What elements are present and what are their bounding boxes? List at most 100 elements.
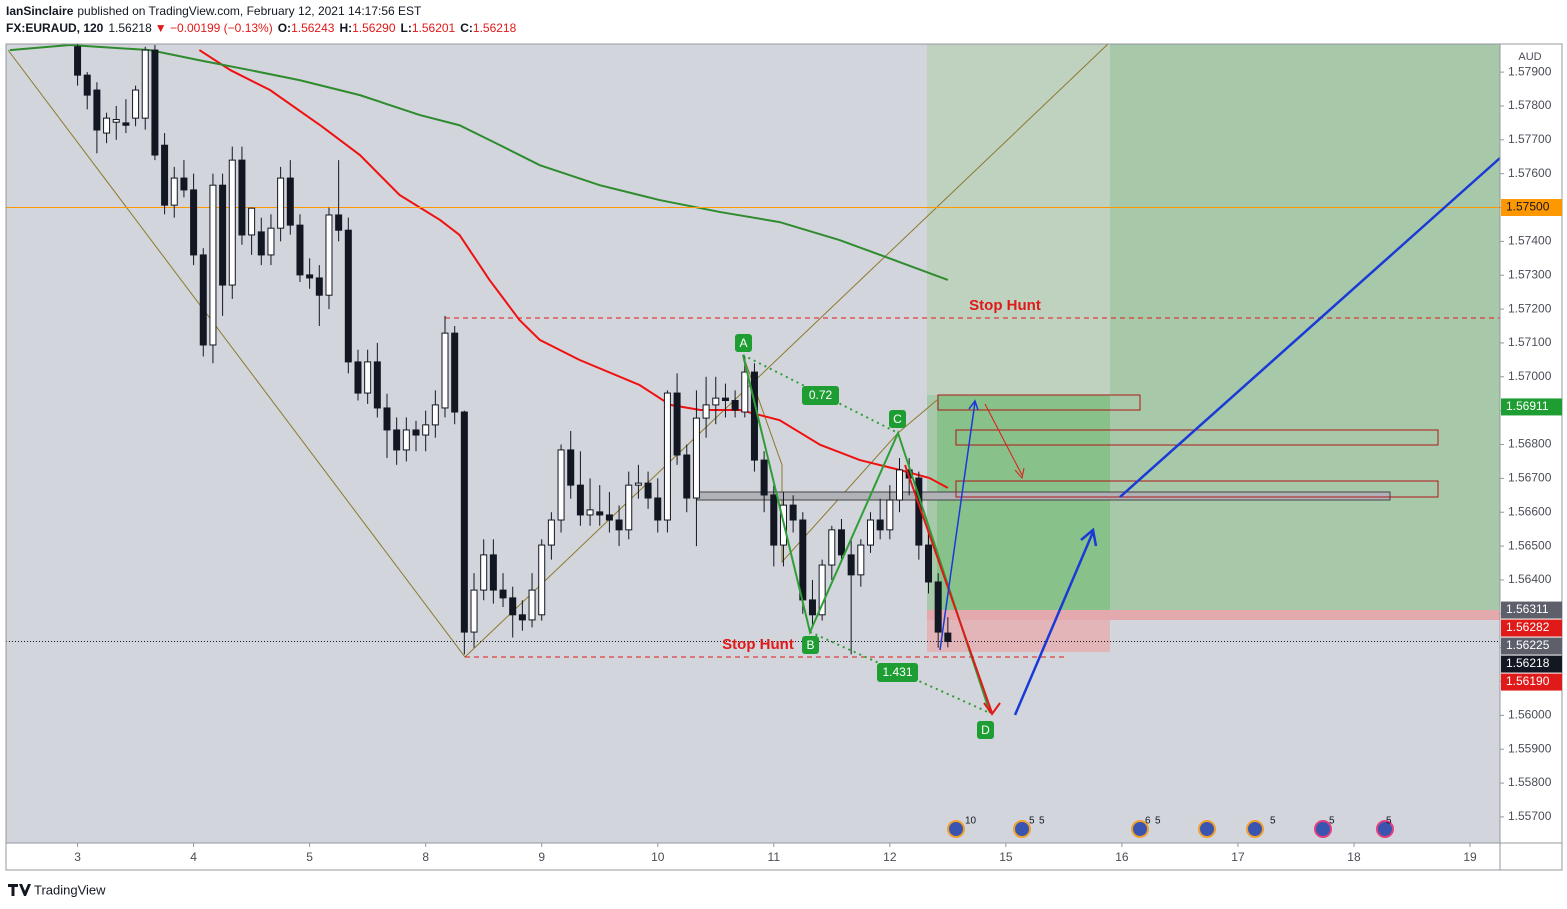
candle-body [692,417,700,499]
candle-body [141,49,149,119]
candle-body [886,499,894,531]
symbol-line: FX:EURAUD, 120 1.56218 ▼ −0.00199 (−0.13%)… [6,21,517,35]
candle-body [866,519,874,546]
overlay-drawings: Stop Hunt Stop Hunt A B C D 0.72 1.431 [722,157,1500,739]
candle-body [364,361,372,394]
candle-body [683,454,691,499]
pattern-line [742,354,938,564]
header-line: IanSinclaire published on TradingView.com… [6,4,422,18]
annotation: D [981,723,990,737]
profit-zone-inner [937,395,1110,640]
candle-body [315,277,323,296]
drawings [7,44,1500,714]
candle-body [412,429,420,436]
price-labels: 1.57500 1.56911 1.56311 1.56282 1.56225 1.562… [1501,199,1562,691]
publisher: IanSinclaire [6,4,74,18]
candle-body [489,554,497,591]
arrow [984,403,1025,480]
event-icon[interactable] [1376,820,1394,838]
candle-body [344,229,352,363]
ohlc-key: O: [278,21,291,35]
candle-body [286,177,294,226]
candle-body [837,529,845,556]
event-count: 5 [1329,816,1335,827]
candle-body [789,504,797,521]
annotation: 1.431 [882,665,912,679]
moving-average [9,44,949,281]
candle-body [219,184,227,286]
profit-zone-pale [927,44,1110,395]
candles [74,44,952,655]
candle-body [615,519,623,531]
candle-body [557,449,565,521]
change: ▼ −0.00199 (−0.13%) [155,21,273,35]
time-axis [6,843,1500,870]
trend-line [1119,157,1500,498]
event-icon[interactable] [1198,820,1216,838]
y-tick-label: 1.56600 [1508,504,1552,518]
x-tick-label: 10 [651,850,665,864]
x-tick-label: 12 [883,850,897,864]
event-icon[interactable] [1246,820,1264,838]
ratio-line [742,354,899,434]
x-tick-label: 11 [768,850,781,864]
candle-body [876,519,884,531]
candle-body [151,49,159,156]
candle-body [122,122,130,126]
candle-body [238,159,246,236]
y-tick-label: 1.57900 [1508,64,1552,78]
candle-body [605,514,613,521]
candle-body [257,231,265,256]
label-box [735,334,752,352]
x-tick-label: 17 [1231,850,1245,864]
candle-body [770,494,778,546]
candle-body [760,459,768,496]
range-box [696,491,1391,501]
event-icon[interactable] [1013,820,1031,838]
candle-body [644,482,652,499]
candle-body [750,371,758,461]
event-icon[interactable] [947,820,965,838]
last-price: 1.56218 [108,21,152,35]
candle-body [731,400,739,411]
price-label-box [1501,619,1562,637]
event-count: 6 [1145,816,1151,827]
candle-body [576,484,584,516]
candle-body [93,89,101,131]
frame [5,43,1563,871]
price-axis [1500,44,1562,870]
candle-body [808,599,816,616]
candle-body [161,144,169,206]
event-count: 10 [965,816,977,827]
event-icon[interactable] [1314,820,1332,838]
annotation: C [893,412,902,426]
logo [8,884,31,896]
candle-body [277,177,285,229]
y-tick-label: 1.55800 [1508,775,1552,789]
candle-body [354,361,362,394]
event-icon[interactable] [1131,820,1149,838]
price-label-box [1501,398,1562,416]
candle-body [818,564,826,616]
moving-average [198,49,949,489]
candle-body [180,177,188,191]
candle-body [112,118,120,123]
y-tick-label: 1.56800 [1508,437,1552,451]
candle-body [460,411,468,633]
candle-body [721,397,729,402]
label-box [802,636,819,654]
price-label: 1.56911 [1506,399,1549,413]
candle-body [895,469,903,501]
candle-body [538,544,546,616]
candle-body [625,484,633,531]
y-tick-label: 1.56400 [1508,572,1552,586]
x-tick-label: 15 [999,850,1013,864]
y-tick-label: 1.57000 [1508,369,1552,383]
price-label: 1.57500 [1506,200,1550,214]
price-label-box [1501,601,1562,619]
price-label: 1.56311 [1506,602,1549,616]
candle-body [847,554,855,576]
price-label-box [1501,199,1562,217]
